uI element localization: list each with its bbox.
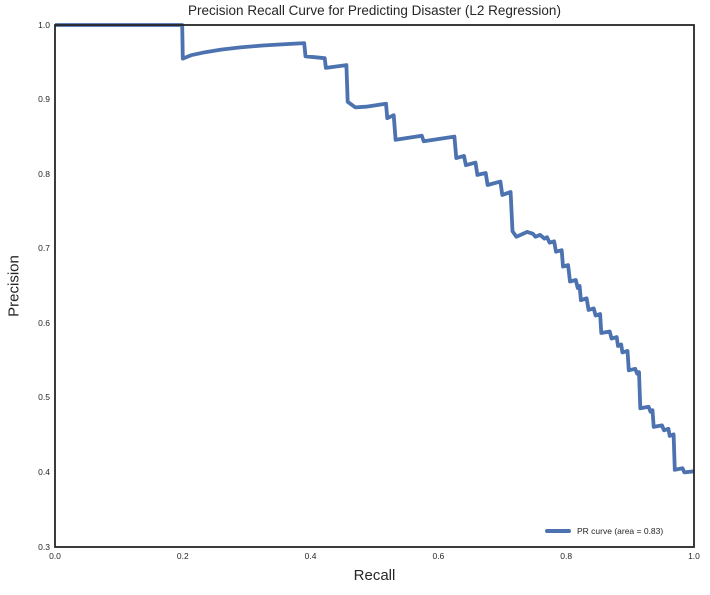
pr-curve-line [55, 23, 695, 475]
x-tick-label: 0.8 [560, 551, 573, 561]
axes-spines [54, 24, 695, 548]
y-tick-label: 1.0 [38, 19, 50, 30]
y-tick-label: 0.9 [38, 94, 50, 105]
y-axis-label: Precision [5, 255, 23, 317]
y-tick-label: 0.4 [38, 466, 50, 477]
legend-line-swatch [545, 529, 571, 533]
x-tick-label: 0.6 [432, 551, 445, 561]
y-tick-label: 0.5 [38, 392, 50, 403]
chart-title: Precision Recall Curve for Predicting Di… [188, 3, 561, 18]
y-tick-label: 0.3 [38, 541, 50, 552]
x-tick-label: 1.0 [688, 551, 700, 561]
legend-label: PR curve (area = 0.83) [577, 526, 664, 536]
legend: PR curve (area = 0.83) [545, 524, 663, 538]
y-tick-label: 0.7 [38, 243, 50, 254]
x-tick-label: 0.4 [304, 551, 317, 561]
x-tick-label: 0.0 [49, 551, 61, 561]
x-axis-label: Recall [353, 567, 396, 584]
y-tick-label: 0.6 [38, 317, 50, 328]
x-tick-label: 0.2 [176, 551, 189, 561]
y-tick-label: 0.8 [38, 168, 50, 179]
